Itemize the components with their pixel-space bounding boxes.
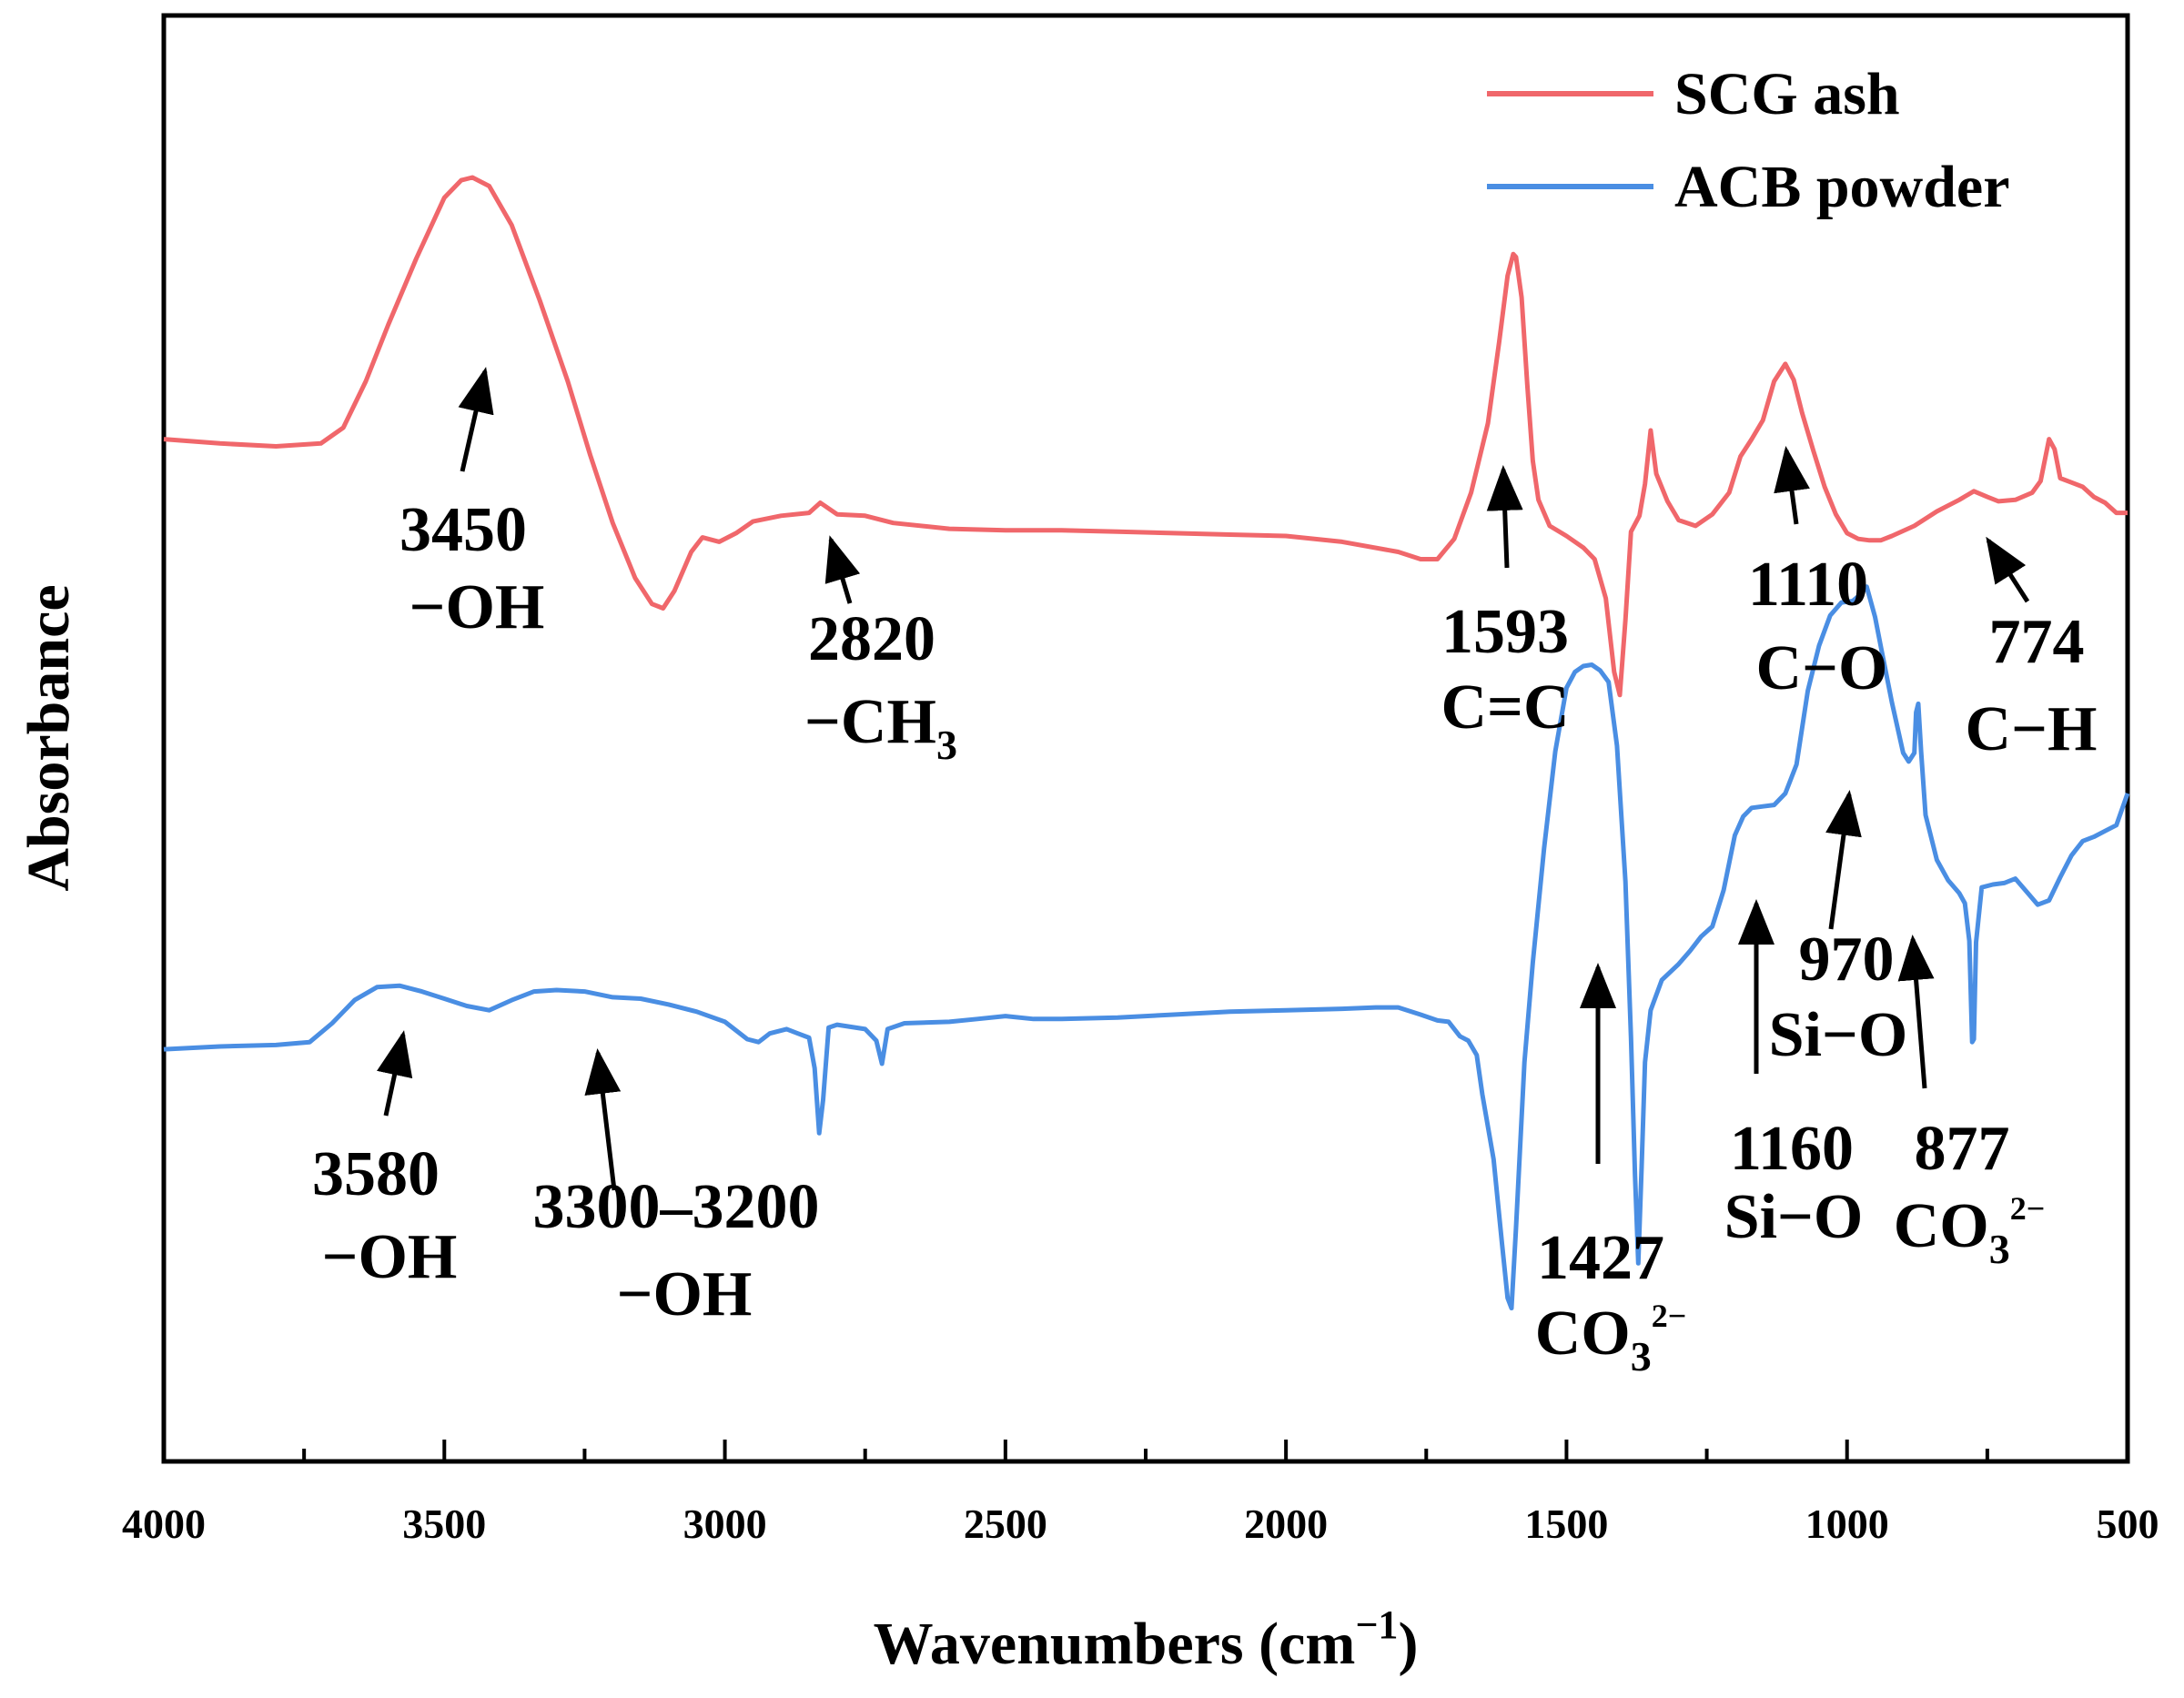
x-tick-label-2500: 2500 — [964, 1501, 1047, 1547]
ann-acb-970-group: Si−O — [1769, 1000, 1908, 1070]
x-axis-ticks: 4000 3500 3000 2500 2000 1500 1000 500 — [122, 1440, 2159, 1547]
y-axis-title: Absorbance — [15, 584, 82, 891]
x-tick-label-3500: 3500 — [402, 1501, 486, 1547]
ann-scg-3450-wavenumber: 3450 — [399, 495, 527, 565]
ann-acb-1427-group-sup: 2− — [1652, 1298, 1687, 1334]
ann-acb-877-wavenumber: 877 — [1915, 1114, 2010, 1184]
ann-scg-1110-group: C−O — [1756, 633, 1888, 703]
ann-scg-1110-wavenumber: 1110 — [1748, 550, 1868, 620]
x-axis-title: Wavenumbers (cm−1) — [874, 1602, 1419, 1677]
series-layer — [163, 175, 2130, 1311]
x-tick-label-2000: 2000 — [1244, 1501, 1328, 1547]
series-line-acb-powder — [163, 584, 2130, 1311]
ann-acb-1427-group-sub: 3 — [1631, 1333, 1652, 1380]
ann-acb-3580-group: −OH — [322, 1222, 458, 1292]
ann-scg-774-group: C−H — [1966, 694, 2098, 764]
arrow-scg-1593 — [1486, 465, 1523, 569]
arrow-scg-2820 — [824, 535, 861, 604]
legend: SCG ash ACB powder — [1487, 61, 2010, 220]
arrow-acb-970 — [1825, 790, 1862, 930]
ann-acb-1427-wavenumber: 1427 — [1537, 1223, 1664, 1293]
arrow-acb-3580 — [377, 1030, 413, 1117]
x-tick-label-4000: 4000 — [122, 1501, 206, 1547]
ann-scg-3450-group: −OH — [410, 572, 545, 642]
ann-acb-877-group: CO32− — [1894, 1190, 2046, 1272]
ann-scg-1593-wavenumber: 1593 — [1441, 597, 1569, 667]
ann-scg-2820-group-main: −CH — [804, 687, 936, 757]
ann-acb-3300-3200-group: −OH — [617, 1259, 753, 1329]
ann-scg-774-wavenumber: 774 — [1989, 607, 2085, 677]
ann-acb-970-wavenumber: 970 — [1799, 925, 1895, 995]
ann-acb-1160-group: Si−O — [1724, 1182, 1864, 1252]
ann-acb-877-group-main: CO — [1894, 1191, 1989, 1261]
legend-label-acb-powder: ACB powder — [1674, 154, 2010, 220]
ann-scg-1593-group: C=C — [1441, 672, 1570, 743]
ann-acb-1427-group: CO32− — [1535, 1298, 1687, 1380]
ann-scg-2820-group: −CH3 — [804, 687, 957, 768]
x-axis-title-text: Wavenumbers (cm — [874, 1611, 1356, 1677]
x-axis-title-close: ) — [1398, 1611, 1418, 1677]
x-tick-label-3000: 3000 — [683, 1501, 767, 1547]
ann-scg-2820-wavenumber: 2820 — [808, 604, 935, 674]
x-tick-label-1000: 1000 — [1805, 1501, 1889, 1547]
ann-acb-3580-wavenumber: 3580 — [312, 1139, 440, 1209]
ann-acb-1160-wavenumber: 1160 — [1730, 1114, 1854, 1184]
ann-acb-877-group-sup: 2− — [2010, 1190, 2046, 1227]
series-line-scg-ash — [163, 175, 2128, 698]
x-tick-label-500: 500 — [2097, 1501, 2159, 1547]
ann-acb-1427-group-main: CO — [1535, 1299, 1631, 1369]
arrow-acb-3300-3200 — [584, 1048, 622, 1191]
legend-label-scg-ash: SCG ash — [1674, 61, 1900, 127]
arrow-scg-1110 — [1774, 446, 1810, 525]
annotation-arrows — [377, 367, 2030, 1191]
ann-scg-2820-group-sub: 3 — [936, 722, 957, 768]
x-axis-title-sup: −1 — [1355, 1602, 1398, 1647]
ann-acb-877-group-sub: 3 — [1989, 1226, 2010, 1272]
arrow-scg-774 — [1986, 536, 2030, 603]
ann-acb-3300-3200-wavenumber: 3300–3200 — [533, 1172, 820, 1242]
x-tick-label-1500: 1500 — [1524, 1501, 1608, 1547]
arrow-scg-3450 — [458, 367, 494, 472]
arrow-acb-877 — [1897, 935, 1935, 1089]
annotation-labels: 3450 −OH 2820 −CH3 1593 C=C 1110 C−O 774… — [312, 495, 2097, 1380]
